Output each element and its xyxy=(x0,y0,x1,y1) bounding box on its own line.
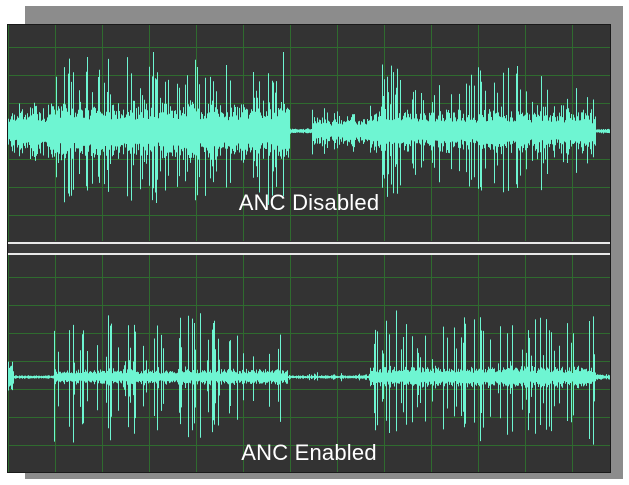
waveform-anc-disabled[interactable] xyxy=(8,25,610,241)
track-anc-enabled[interactable]: ANC Enabled xyxy=(8,255,610,472)
waveform-path xyxy=(8,52,610,205)
waveform-anc-enabled[interactable] xyxy=(8,255,610,472)
track-divider-bottom xyxy=(8,253,610,255)
track-label-anc-enabled: ANC Enabled xyxy=(241,440,377,465)
track-anc-disabled[interactable]: ANC Disabled xyxy=(8,25,610,241)
waveform-path xyxy=(8,310,610,445)
track-label-anc-disabled: ANC Disabled xyxy=(238,190,380,215)
track-gap xyxy=(8,244,610,253)
waveform-panel: ANC Disabled ANC Enabled xyxy=(7,24,611,473)
track-divider-top xyxy=(8,242,610,244)
